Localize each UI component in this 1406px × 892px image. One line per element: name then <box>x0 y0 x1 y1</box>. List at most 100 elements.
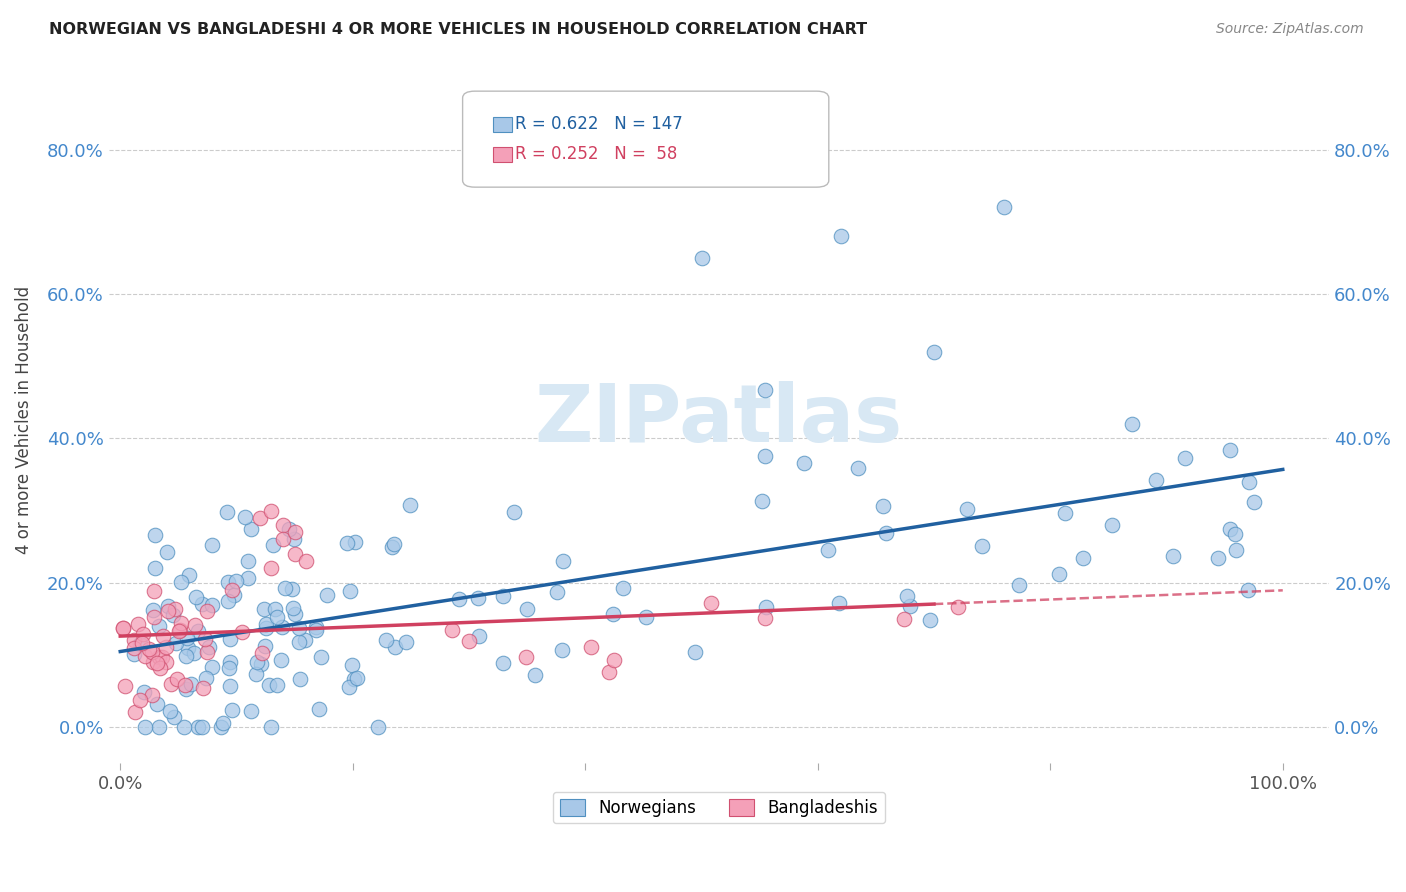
Point <box>195 644 218 658</box>
Point <box>257 678 280 692</box>
Point <box>146 656 169 670</box>
Point <box>122 640 145 655</box>
Point <box>367 720 389 734</box>
Point <box>127 617 149 632</box>
Text: ZIPatlas: ZIPatlas <box>534 381 903 459</box>
Point <box>399 499 422 513</box>
Point <box>1053 506 1076 520</box>
Point <box>186 591 208 605</box>
Point <box>339 583 361 598</box>
Point <box>170 615 193 630</box>
Point <box>254 640 277 654</box>
Point <box>754 383 776 397</box>
Point <box>156 545 179 559</box>
Point <box>946 599 969 614</box>
FancyBboxPatch shape <box>463 91 828 187</box>
Point <box>240 522 263 536</box>
Point <box>240 704 263 718</box>
Point <box>683 645 706 659</box>
Point <box>754 449 776 463</box>
Bar <box>494 146 512 161</box>
Point <box>195 671 218 685</box>
Point <box>337 680 360 694</box>
Point <box>1073 551 1095 566</box>
Point <box>187 720 209 734</box>
Point <box>173 720 195 734</box>
Point <box>209 720 232 734</box>
Point <box>194 632 217 647</box>
Point <box>148 720 170 734</box>
Point <box>134 720 156 734</box>
Point <box>546 585 568 599</box>
Point <box>231 625 253 640</box>
Point <box>515 650 537 665</box>
Point <box>155 640 177 655</box>
Point <box>516 602 538 616</box>
Point <box>1225 526 1247 541</box>
Point <box>145 561 167 575</box>
Point <box>152 629 174 643</box>
Point <box>492 590 515 604</box>
Point <box>246 655 269 669</box>
Point <box>551 554 574 568</box>
Point <box>875 525 897 540</box>
Point <box>304 620 326 634</box>
Point <box>238 554 260 568</box>
Point <box>395 634 418 648</box>
Point <box>848 461 870 475</box>
Point <box>315 588 337 602</box>
Point <box>183 646 205 660</box>
Point <box>893 612 915 626</box>
Point <box>157 599 180 613</box>
Point <box>955 501 977 516</box>
Point <box>284 607 307 621</box>
Point <box>1219 522 1241 536</box>
Point <box>129 693 152 707</box>
Point <box>612 581 634 595</box>
Point <box>142 656 165 670</box>
Point <box>264 602 287 616</box>
Point <box>141 688 163 702</box>
Point <box>187 624 209 639</box>
Point <box>254 621 277 635</box>
Point <box>266 610 288 624</box>
Point <box>602 607 624 622</box>
Point <box>166 672 188 686</box>
Point <box>551 643 574 657</box>
Point <box>1174 450 1197 465</box>
Point <box>176 631 198 645</box>
Point <box>447 591 470 606</box>
Point <box>634 609 657 624</box>
Point <box>233 510 256 524</box>
Point <box>828 596 851 610</box>
Point <box>277 522 299 536</box>
Point <box>112 621 135 635</box>
Point <box>142 602 165 616</box>
Point <box>262 538 284 552</box>
Point <box>157 604 180 618</box>
Point <box>142 583 165 598</box>
Point <box>283 533 305 547</box>
Point <box>221 703 243 717</box>
Point <box>440 623 463 637</box>
Point <box>284 547 307 561</box>
Point <box>754 611 776 625</box>
Point <box>221 582 243 597</box>
Point <box>598 665 620 680</box>
Point <box>1219 442 1241 457</box>
Point <box>1121 417 1143 431</box>
Point <box>238 571 260 585</box>
Point <box>219 655 242 669</box>
Point <box>150 649 173 664</box>
Point <box>1237 475 1260 489</box>
Point <box>111 621 134 635</box>
Point <box>384 640 406 655</box>
Point <box>281 601 304 615</box>
Point <box>191 681 214 696</box>
Point <box>458 633 481 648</box>
Point <box>201 599 224 613</box>
Point <box>294 632 316 647</box>
Point <box>211 716 233 731</box>
Point <box>1225 543 1247 558</box>
Point <box>492 656 515 670</box>
